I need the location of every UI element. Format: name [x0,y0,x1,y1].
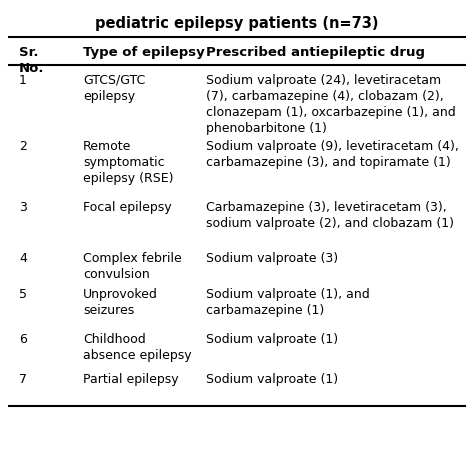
Text: 5: 5 [19,288,27,301]
Text: Carbamazepine (3), levetiracetam (3),
sodium valproate (2), and clobazam (1): Carbamazepine (3), levetiracetam (3), so… [206,201,454,230]
Text: Complex febrile
convulsion: Complex febrile convulsion [83,252,182,280]
Text: Sodium valproate (9), levetiracetam (4),
carbamazepine (3), and topiramate (1): Sodium valproate (9), levetiracetam (4),… [206,140,459,169]
Text: 1: 1 [19,73,27,86]
Text: Focal epilepsy: Focal epilepsy [83,201,172,213]
Text: Childhood
absence epilepsy: Childhood absence epilepsy [83,332,191,361]
Text: Sodium valproate (1): Sodium valproate (1) [206,332,338,345]
Text: Unprovoked
seizures: Unprovoked seizures [83,288,158,317]
Text: 7: 7 [19,372,27,385]
Text: Partial epilepsy: Partial epilepsy [83,372,179,385]
Text: 3: 3 [19,201,27,213]
Text: Sodium valproate (1), and
carbamazepine (1): Sodium valproate (1), and carbamazepine … [206,288,370,317]
Text: Sr.
No.: Sr. No. [19,46,45,75]
Text: 2: 2 [19,140,27,153]
Text: pediatric epilepsy patients (n=73): pediatric epilepsy patients (n=73) [95,16,379,31]
Text: Sodium valproate (1): Sodium valproate (1) [206,372,338,385]
Text: 4: 4 [19,252,27,264]
Text: Sodium valproate (3): Sodium valproate (3) [206,252,338,264]
Text: Type of epilepsy: Type of epilepsy [83,46,205,59]
Text: Remote
symptomatic
epilepsy (RSE): Remote symptomatic epilepsy (RSE) [83,140,173,185]
Text: Prescribed antiepileptic drug: Prescribed antiepileptic drug [206,46,425,59]
Text: Sodium valproate (24), levetiracetam
(7), carbamazepine (4), clobazam (2),
clona: Sodium valproate (24), levetiracetam (7)… [206,73,456,134]
Text: GTCS/GTC
epilepsy: GTCS/GTC epilepsy [83,73,145,102]
Text: 6: 6 [19,332,27,345]
